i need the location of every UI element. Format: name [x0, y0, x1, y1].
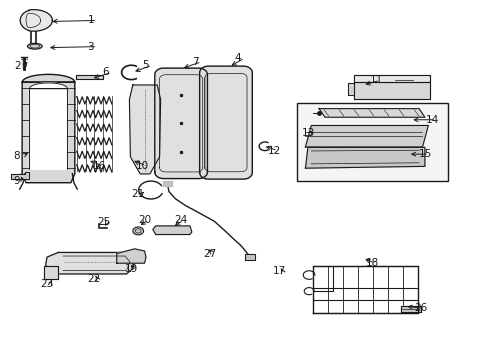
- Text: 20: 20: [138, 215, 151, 225]
- Text: 25: 25: [97, 217, 110, 227]
- Polygon shape: [245, 254, 255, 260]
- Text: 22: 22: [87, 274, 101, 284]
- Polygon shape: [20, 10, 52, 31]
- Polygon shape: [353, 75, 429, 82]
- Text: 26: 26: [413, 303, 427, 314]
- Text: 14: 14: [425, 115, 438, 125]
- Text: 18: 18: [365, 258, 378, 268]
- Polygon shape: [29, 83, 67, 169]
- Polygon shape: [155, 68, 207, 179]
- Text: 8: 8: [13, 150, 20, 161]
- Text: 11: 11: [369, 75, 383, 85]
- Polygon shape: [76, 76, 103, 78]
- Polygon shape: [400, 306, 420, 312]
- Polygon shape: [153, 226, 191, 234]
- Text: 2: 2: [14, 61, 21, 71]
- Text: 4: 4: [234, 53, 241, 63]
- Polygon shape: [117, 249, 146, 263]
- Polygon shape: [319, 109, 424, 117]
- Polygon shape: [199, 66, 252, 179]
- Polygon shape: [22, 75, 75, 183]
- Polygon shape: [129, 85, 160, 174]
- Polygon shape: [11, 172, 29, 179]
- Text: 24: 24: [173, 215, 187, 225]
- Text: 21: 21: [131, 189, 144, 199]
- Ellipse shape: [133, 227, 143, 235]
- Text: 7: 7: [191, 57, 198, 67]
- Polygon shape: [305, 147, 424, 168]
- Text: 5: 5: [142, 60, 148, 70]
- Polygon shape: [347, 83, 353, 95]
- Text: 27: 27: [203, 248, 216, 258]
- Polygon shape: [305, 126, 427, 147]
- Text: 23: 23: [41, 279, 54, 289]
- Bar: [297, 103, 447, 181]
- Text: 16: 16: [92, 161, 105, 171]
- Text: 12: 12: [267, 145, 281, 156]
- Ellipse shape: [27, 43, 42, 49]
- Text: 10: 10: [136, 161, 149, 171]
- Text: 15: 15: [418, 149, 431, 159]
- Text: 3: 3: [87, 42, 94, 51]
- Text: 6: 6: [102, 67, 108, 77]
- Text: 1: 1: [87, 15, 94, 26]
- Text: 13: 13: [302, 128, 315, 138]
- Text: 17: 17: [272, 266, 285, 276]
- Text: 19: 19: [125, 264, 138, 274]
- Polygon shape: [162, 181, 172, 186]
- Polygon shape: [43, 266, 58, 279]
- Polygon shape: [353, 82, 429, 99]
- Text: 9: 9: [13, 176, 20, 186]
- Polygon shape: [45, 252, 136, 274]
